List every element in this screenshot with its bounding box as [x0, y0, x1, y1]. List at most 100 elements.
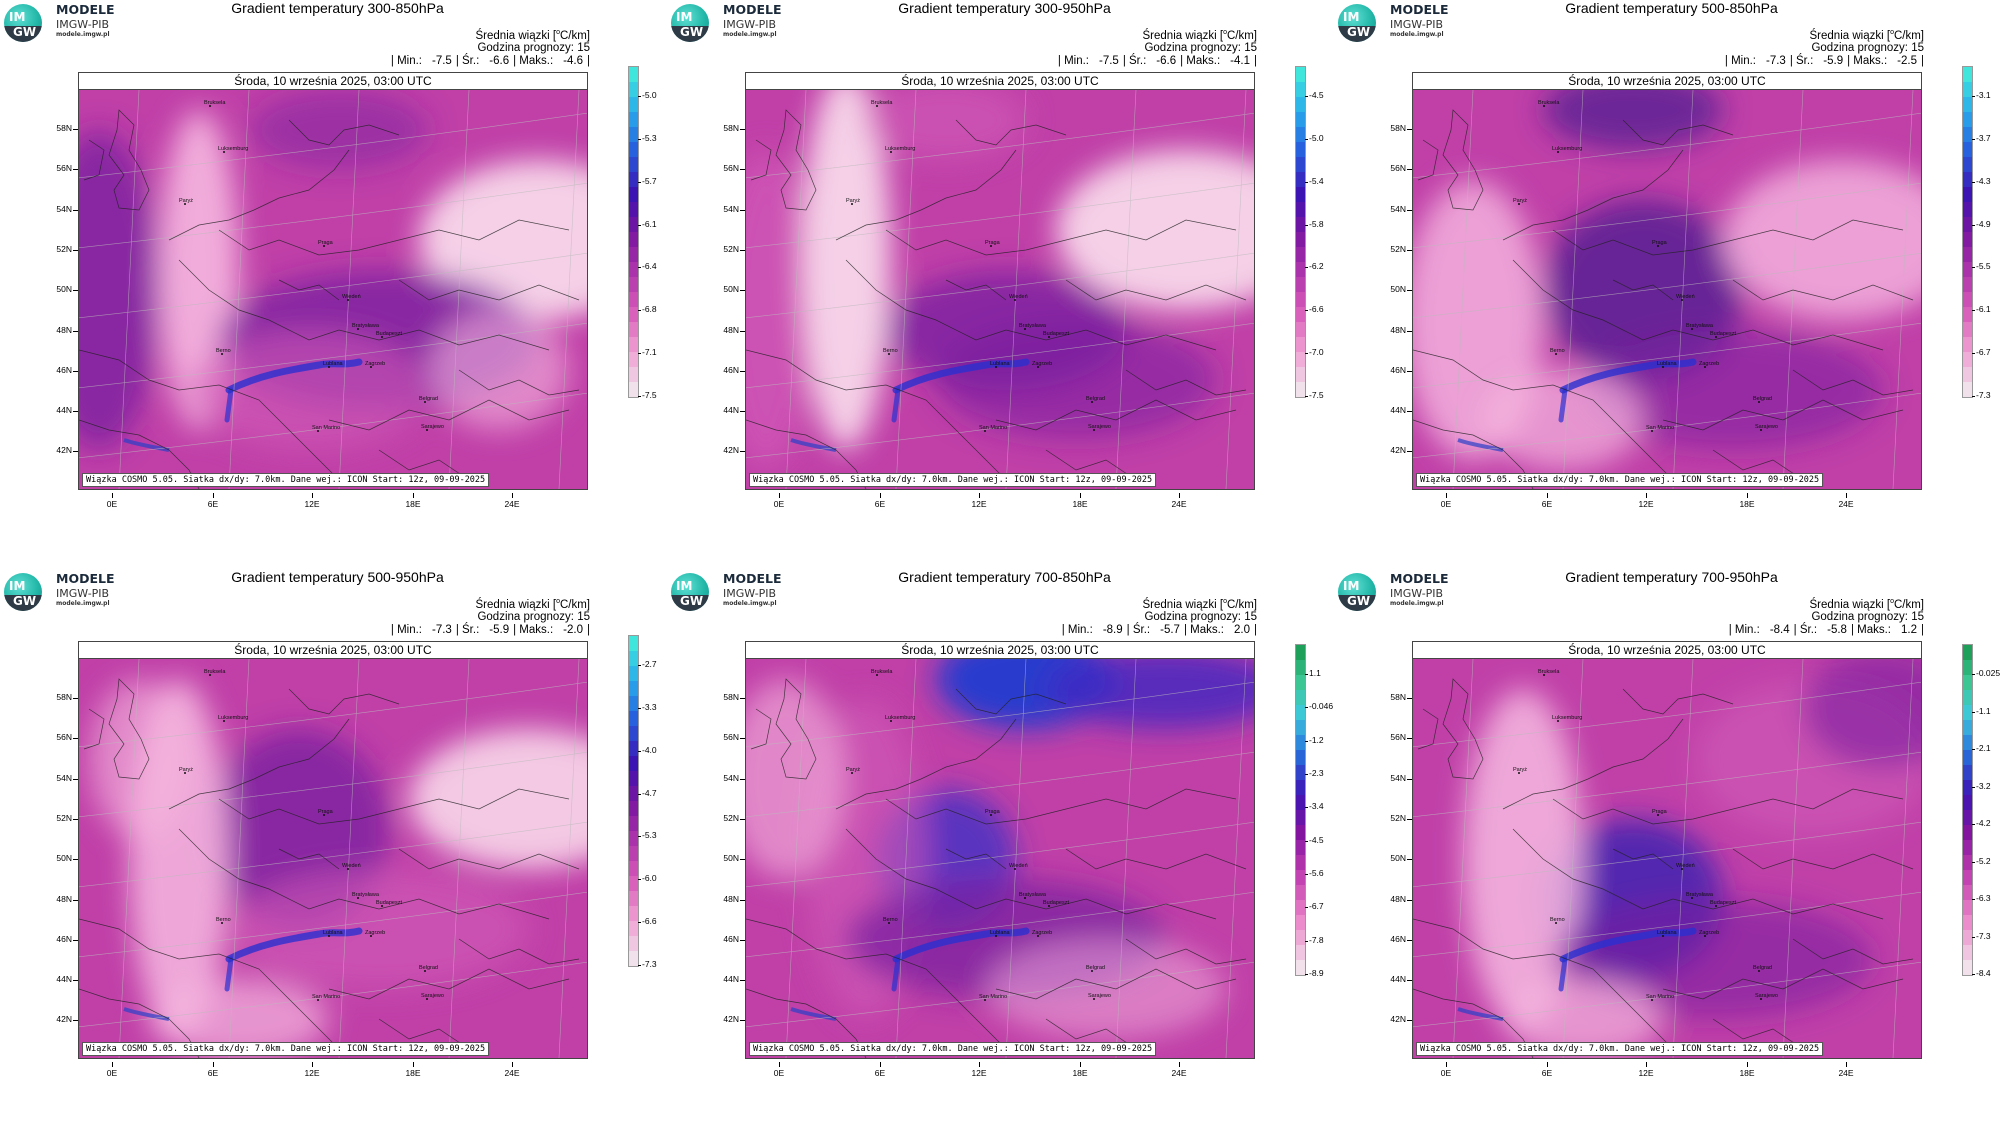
colorbar-step [629, 277, 638, 292]
colorbar-step [1963, 885, 1972, 900]
city-label: Paryż [179, 767, 193, 773]
forecast-hour: Godzina prognozy: 15 [477, 611, 590, 624]
lon-tick-label: 6E [1532, 1062, 1562, 1078]
graticule [1413, 659, 1921, 1058]
stat-end: | [587, 623, 590, 636]
colorbar-step [629, 726, 638, 741]
info-block: Średnia wiązki [oC/km] Godzina prognozy: … [1062, 596, 1257, 636]
colorbar-step [1296, 930, 1305, 945]
lon-tick-label: 18E [1732, 493, 1762, 509]
lon-tick-label: 12E [1631, 493, 1661, 509]
city-marker [221, 922, 223, 924]
brand-block: MODELE IMGW-PIB modele.imgw.pl [723, 3, 781, 38]
city-marker [1662, 366, 1664, 368]
lat-tick-label: 52N [709, 813, 745, 823]
lon-tick-label: 12E [297, 493, 327, 509]
city-label: Luksemburg [885, 146, 915, 152]
imgw-logo-icon: IM GW [1338, 573, 1380, 615]
colorbar-step [1963, 810, 1972, 825]
colorbar-step [1963, 780, 1972, 795]
colorbar-step [1963, 277, 1972, 292]
lat-tick-label: 50N [1376, 853, 1412, 863]
colorbar-step [1963, 840, 1972, 855]
colorbar-step [1296, 187, 1305, 202]
unit-label-suffix: C/km] [559, 598, 590, 611]
lat-tick-label: 48N [709, 894, 745, 904]
unit-label-sup: o [556, 29, 560, 36]
city-labels: Bruksela Luksemburg Paryż Praga Wiedeń Bratys… [1513, 669, 1778, 1001]
city-label: Budapeszt [1710, 331, 1736, 337]
city-label: Paryż [846, 198, 860, 204]
lon-tick-label: 24E [1164, 1062, 1194, 1078]
city-label: San Marino [312, 994, 340, 1000]
lat-tick-label: 44N [1376, 974, 1412, 984]
city-marker [990, 245, 992, 247]
chart-title: Gradient temperatury 500-950hPa [231, 569, 444, 585]
colorbar-tick-label: -4.5 [1305, 90, 1324, 100]
city-label: Zagrzeb [1032, 361, 1052, 367]
stats-line: | Min.: -7.3 | Śr.: -5.9 | Maks.: -2.0 | [391, 624, 590, 637]
colorbar-step [1296, 322, 1305, 337]
colorbar-step [1963, 247, 1972, 262]
stat-max-value: 2.0 [1234, 623, 1250, 636]
graticule [1413, 90, 1921, 489]
brand-block: MODELE IMGW-PIB modele.imgw.pl [1390, 572, 1448, 607]
graticule [746, 659, 1254, 1058]
stat-max-value: -2.0 [563, 623, 583, 636]
city-marker [328, 935, 330, 937]
lat-tick-label: 46N [42, 365, 78, 375]
city-marker [357, 897, 359, 899]
city-label: Praga [985, 809, 1001, 815]
colorbar-step [1963, 262, 1972, 277]
city-label: Lublana [990, 361, 1011, 367]
city-marker [876, 105, 878, 107]
stat-max-label: | Maks.: [1847, 54, 1888, 67]
lat-tick-label: 50N [709, 284, 745, 294]
colorbar-tick-label: -5.0 [638, 90, 657, 100]
city-marker [876, 674, 878, 676]
colorbar-step [629, 337, 638, 352]
colorbar-step [1296, 67, 1305, 82]
model-footer: Wiązka COSMO 5.05. Siatka dx/dy: 7.0km. … [1416, 1042, 1824, 1056]
stat-max-value: -4.6 [563, 54, 583, 67]
city-marker [1543, 674, 1545, 676]
city-marker [1048, 336, 1050, 338]
city-marker [209, 105, 211, 107]
city-label: Bratysława [1686, 892, 1714, 898]
logo-shade [671, 26, 709, 42]
unit-label-sup: o [556, 598, 560, 605]
logo-text-top: IM [1343, 579, 1360, 593]
lat-tick-label: 48N [42, 325, 78, 335]
logo-circle [4, 573, 42, 611]
colorbar-tick-label: -6.1 [638, 218, 657, 229]
chart-title: Gradient temperatury 500-850hPa [1565, 0, 1778, 16]
brand-line-2: IMGW-PIB [723, 586, 777, 600]
brand-line-1: MODELE [56, 2, 115, 17]
lat-tick-label: 58N [709, 123, 745, 133]
city-label: Praga [318, 240, 334, 246]
graticule [79, 90, 587, 489]
city-marker [209, 674, 211, 676]
temperature-gradient-map: Bruksela Luksemburg Paryż Praga Wiedeń Bratys… [1413, 90, 1921, 489]
colorbar-step [1296, 127, 1305, 142]
lon-tick-label: 12E [1631, 1062, 1661, 1078]
city-marker [1557, 720, 1559, 722]
city-marker [890, 151, 892, 153]
colorbar-tick-label: -8.9 [1305, 968, 1324, 978]
colorbar-step [629, 292, 638, 307]
colorbar-tick-label: -7.5 [638, 390, 657, 400]
colorbar-step [1963, 127, 1972, 142]
lon-tick-label: 6E [1532, 493, 1562, 509]
city-marker [1715, 905, 1717, 907]
lat-tick-label: 46N [42, 934, 78, 944]
colorbar-step [629, 262, 638, 277]
colorbar-step [629, 127, 638, 142]
colorbar-step [1296, 232, 1305, 247]
colorbar-step [1296, 82, 1305, 97]
city-marker [984, 430, 986, 432]
colorbar-step [629, 322, 638, 337]
city-labels: Bruksela Luksemburg Paryż Praga Wiedeń Bratys… [179, 100, 444, 432]
colorbar-step [629, 352, 638, 367]
colorbar-step [629, 172, 638, 187]
stats-line: | Min.: -7.5 | Śr.: -6.6 | Maks.: -4.6 | [391, 55, 590, 68]
